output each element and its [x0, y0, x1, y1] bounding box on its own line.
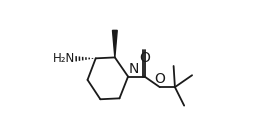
Text: N: N — [129, 62, 139, 76]
Text: O: O — [139, 51, 150, 65]
Text: O: O — [155, 72, 165, 86]
Polygon shape — [113, 30, 117, 57]
Text: H₂N: H₂N — [53, 52, 75, 65]
